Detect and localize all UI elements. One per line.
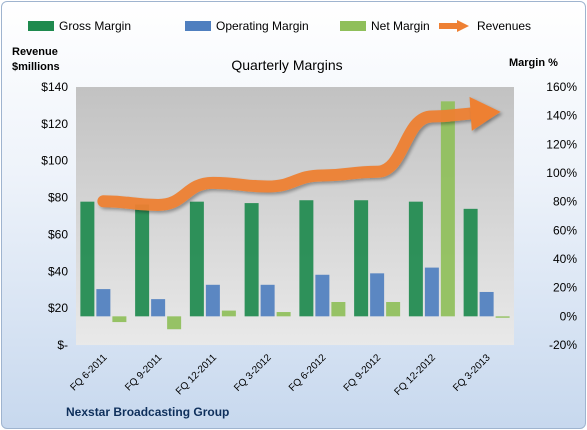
x-tick-label: FQ 12-2011 [174, 352, 219, 397]
bar-operating-margin-2 [205, 284, 220, 317]
bar-operating-margin-0 [96, 289, 111, 317]
right-axis: -20% 0% 20% 40% 60% 80% 100% 120% 140% 160% [546, 80, 577, 352]
bar-operating-margin-7 [479, 291, 494, 317]
legend-label-2: Net Margin [371, 19, 430, 33]
legend-swatch-1 [185, 21, 211, 31]
right-tick-label: -20% [549, 338, 577, 352]
left-tick-label: $- [57, 338, 68, 352]
left-axis-title-line1: Revenue [12, 46, 58, 58]
left-tick-label: $120 [41, 117, 68, 131]
bar-net-margin-4 [331, 302, 346, 317]
x-tick-label: FQ 3-2012 [232, 352, 274, 394]
right-axis-title: Margin % [509, 57, 558, 69]
legend-swatch-2 [340, 21, 366, 31]
left-tick-label: $100 [41, 154, 68, 168]
bar-gross-margin-7 [463, 208, 478, 317]
x-tick-label: FQ 6-2011 [68, 352, 109, 393]
legend-arrow-3 [457, 20, 469, 32]
chart-title: Quarterly Margins [231, 57, 342, 73]
legend-label-0: Gross Margin [59, 19, 131, 33]
right-tick-label: 160% [546, 80, 577, 94]
bar-net-margin-5 [386, 302, 401, 317]
legend-label-3: Revenues [477, 19, 531, 33]
x-tick-label: FQ 12-2012 [392, 352, 438, 398]
bar-operating-margin-5 [370, 273, 385, 317]
bar-operating-margin-3 [260, 284, 275, 317]
revenue-line [97, 96, 501, 211]
left-tick-label: $20 [48, 301, 68, 315]
right-tick-label: 140% [546, 109, 577, 123]
bar-net-margin-2 [221, 310, 236, 317]
bar-gross-margin-6 [408, 201, 423, 317]
bar-net-margin-1 [167, 316, 182, 330]
bar-net-margin-6 [440, 101, 455, 317]
footer-company: Nexstar Broadcasting Group [66, 405, 229, 419]
right-tick-label: 120% [546, 137, 577, 151]
x-axis: FQ 6-2011 FQ 9-2011 FQ 12-2011 FQ 3-2012 FQ … [68, 352, 493, 398]
bar-gross-margin-2 [189, 201, 204, 317]
left-tick-label: $60 [48, 227, 68, 241]
bar-operating-margin-4 [315, 274, 330, 317]
right-tick-label: 40% [553, 252, 577, 266]
legend-swatch-0 [28, 21, 54, 31]
bar-gross-margin-3 [244, 203, 259, 317]
bar-net-margin-0 [112, 316, 127, 323]
revenue-line-path [97, 107, 489, 211]
left-tick-label: $40 [48, 264, 68, 278]
right-tick-label: 0% [560, 309, 578, 323]
left-tick-label: $80 [48, 191, 68, 205]
bar-gross-margin-0 [80, 201, 95, 317]
left-axis-title-line2: $millions [12, 61, 60, 73]
right-tick-label: 20% [553, 281, 577, 295]
x-tick-label: FQ 6-2012 [287, 352, 329, 394]
bar-gross-margin-4 [299, 200, 314, 317]
bar-gross-margin-1 [135, 204, 150, 317]
revenue-arrowhead [469, 96, 501, 131]
bar-series [80, 101, 510, 330]
right-tick-label: 80% [553, 195, 577, 209]
bar-net-margin-3 [276, 312, 291, 317]
bar-gross-margin-5 [354, 200, 369, 317]
x-tick-label: FQ 9-2012 [342, 352, 384, 394]
bar-operating-margin-1 [151, 299, 166, 317]
left-tick-label: $140 [41, 80, 68, 94]
left-axis: $- $20 $40 $60 $80 $100 $120 $140 [41, 80, 68, 352]
x-tick-label: FQ 3-2013 [451, 352, 493, 394]
right-tick-label: 60% [553, 223, 577, 237]
bar-operating-margin-6 [424, 267, 439, 317]
legend-label-1: Operating Margin [216, 19, 309, 33]
bar-net-margin-7 [495, 316, 510, 318]
right-tick-label: 100% [546, 166, 577, 180]
legend: Gross Margin Operating Margin Net Margin Re… [28, 19, 531, 33]
x-tick-label: FQ 9-2011 [123, 352, 164, 393]
